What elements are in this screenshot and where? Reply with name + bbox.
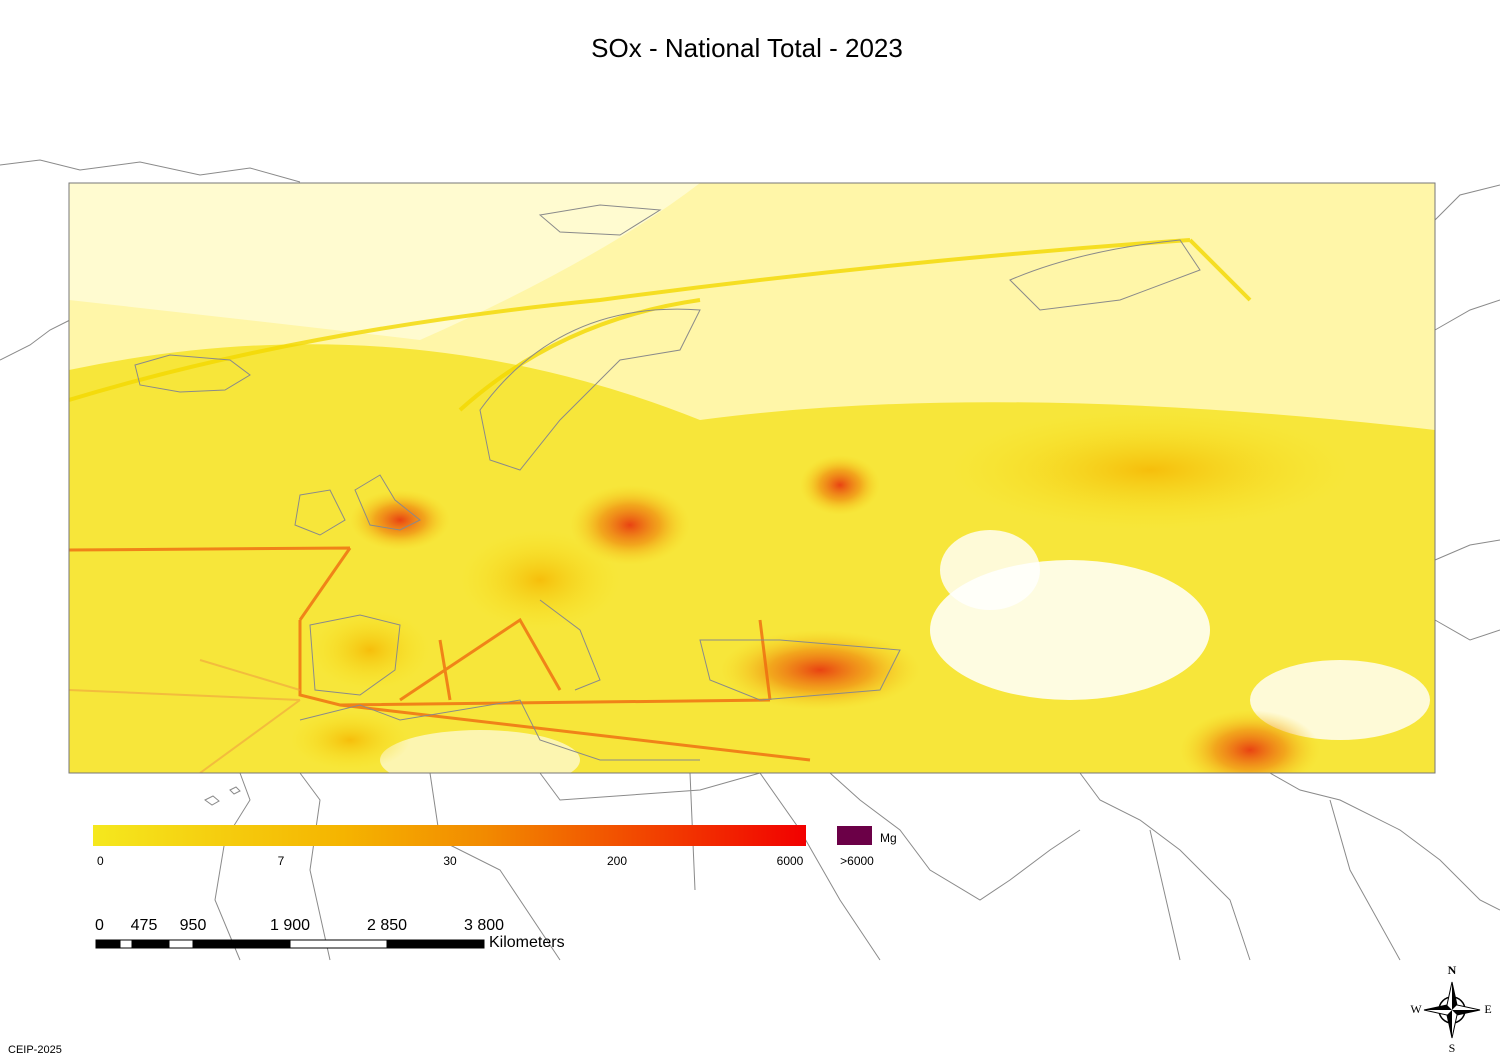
legend-max-swatch (837, 826, 872, 845)
hotspot (950, 410, 1350, 530)
scale-label: 2 850 (367, 917, 407, 934)
map-frame (68, 182, 1436, 774)
legend-color-ramp (93, 825, 806, 846)
legend-unit: Mg (880, 831, 897, 845)
hotspot (350, 490, 450, 550)
scale-segment (131, 939, 145, 949)
legend-label: 200 (607, 854, 627, 868)
compass-east: E (1484, 1002, 1491, 1016)
scale-segment (143, 939, 170, 949)
map-title: SOx - National Total - 2023 (591, 33, 903, 63)
legend-labels: 0 7 30 200 6000 >6000 (97, 854, 874, 868)
scale-segment (386, 939, 485, 949)
legend-label: 7 (278, 854, 285, 868)
desert-area (940, 530, 1040, 610)
desert-area (380, 730, 580, 773)
legend-label: 30 (443, 854, 457, 868)
scale-segment (192, 939, 291, 949)
legend-label: 6000 (777, 854, 804, 868)
compass-south: S (1449, 1041, 1456, 1055)
compass-star (1452, 1010, 1480, 1015)
coastline (0, 159, 1500, 641)
scale-label: 1 900 (270, 917, 310, 934)
scale-label: 950 (180, 917, 207, 934)
compass-north: N (1448, 963, 1457, 977)
credit: CEIP-2025 (8, 1044, 62, 1056)
compass-star (1452, 982, 1457, 1010)
hotspot (570, 485, 690, 565)
compass-star (1424, 1005, 1452, 1010)
island (204, 786, 241, 806)
compass-star (1447, 1010, 1452, 1038)
scale-segment (168, 939, 194, 949)
shipping-lane (69, 659, 301, 773)
scale-label: 3 800 (464, 917, 504, 934)
scale-unit: Kilometers (489, 934, 565, 951)
hotspot (800, 455, 880, 515)
scale-segment (119, 939, 133, 949)
shipping-lane (69, 238, 1252, 412)
shipping-lane (69, 546, 811, 762)
hotspot (1180, 710, 1320, 773)
scale-segment (289, 939, 388, 949)
emission-map (69, 183, 1435, 773)
hotspot (460, 530, 620, 630)
scale-segment (95, 939, 121, 949)
scale-bar: 0 475 950 1 900 2 850 3 800 (95, 917, 504, 949)
scale-label: 475 (131, 917, 158, 934)
coastline (134, 204, 1201, 761)
scale-label: 0 (95, 917, 104, 934)
compass-west: W (1410, 1002, 1422, 1016)
arctic-area (69, 183, 700, 340)
hotspot (290, 710, 410, 770)
legend-label: 0 (97, 854, 104, 868)
compass-rose: N S W E (1410, 963, 1491, 1055)
hotspot (310, 610, 430, 690)
legend-label: >6000 (840, 854, 874, 868)
